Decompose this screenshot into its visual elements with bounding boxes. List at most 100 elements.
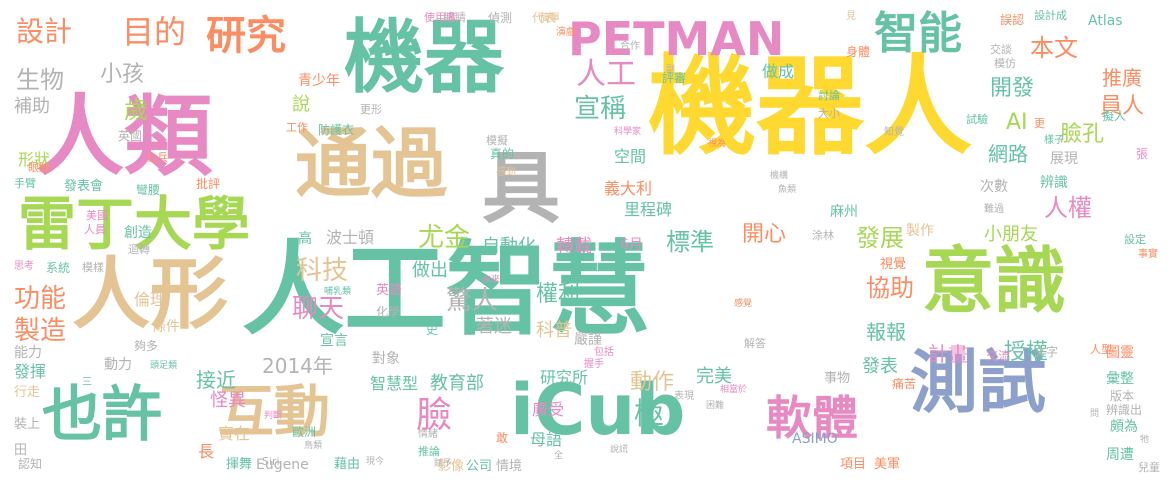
word: 設定 (1124, 233, 1146, 246)
word: 痛苦 (892, 377, 917, 391)
word: 知覺 (884, 127, 904, 138)
word: 更 (1034, 117, 1045, 130)
word: 宣稱 (574, 94, 627, 124)
word: 歐洲 (292, 425, 317, 439)
word: 交談 (990, 43, 1012, 56)
word: 眼臉 (28, 161, 50, 174)
word: 周遭 (1106, 447, 1134, 463)
word: 補助 (14, 96, 50, 117)
word: 英語 (376, 283, 403, 298)
word: 身體 (846, 45, 871, 59)
word: 見 (846, 11, 856, 22)
word: 三 (82, 377, 92, 388)
word: 彙整 (1106, 371, 1134, 387)
word: 涂林 (812, 229, 834, 242)
word: 藉由 (334, 457, 361, 472)
word: 公司 (466, 459, 493, 474)
word: 6月 (620, 237, 643, 253)
word: 具 (482, 144, 561, 234)
word: 科普 (536, 320, 572, 341)
word: 做出 (412, 260, 448, 281)
word: 里程碑 (624, 200, 673, 219)
word: 意識 (922, 239, 1067, 323)
word: 非 (496, 189, 507, 202)
word: 測試 (910, 344, 1047, 423)
word: 教育部 (430, 373, 484, 394)
word: 機構 (770, 171, 789, 181)
word: 次數 (980, 179, 1008, 195)
word: 智慧型 (370, 374, 419, 393)
word: 創造 (124, 225, 152, 241)
word: 士兵 (146, 151, 168, 164)
word: ASIMO (792, 431, 838, 447)
word: 員人 (1100, 94, 1145, 119)
word: 形狀 (18, 150, 51, 169)
word: 難過 (984, 204, 1004, 215)
word: 2014年 (262, 354, 333, 378)
word: 歲 (124, 96, 148, 124)
word: 發揮 (14, 362, 47, 381)
word: 高 (298, 231, 312, 247)
word: 史 (426, 323, 439, 337)
word: 偵測 (488, 11, 513, 25)
word: 美軍 (874, 457, 901, 472)
word: 研究所 (540, 368, 589, 387)
word: 情境 (496, 459, 523, 474)
word: 版本 (1110, 389, 1135, 403)
word: 魚類 (778, 185, 797, 195)
word: 智能 (874, 8, 962, 59)
word: 實在 (218, 424, 251, 443)
word: 製作 (906, 223, 934, 239)
word: 說 (292, 94, 310, 115)
word: 小朋友 (984, 224, 1038, 245)
word: 長 (198, 442, 215, 461)
word: 認知 (18, 457, 43, 471)
word: 能力 (14, 345, 42, 361)
word: 辨識 (1040, 175, 1068, 191)
word: 真的 (490, 147, 515, 161)
word: 雷丁大學 (18, 190, 251, 258)
word: 青少年 (298, 73, 340, 89)
word: 研究 (206, 13, 286, 59)
word: 人類 (36, 85, 213, 188)
word: 試驗 (966, 113, 988, 126)
word: 事物 (824, 371, 851, 386)
word: 牠 (1140, 435, 1150, 445)
word: 現今 (366, 457, 385, 467)
word: 怪異 (210, 390, 246, 411)
word: 宣言 (320, 333, 348, 349)
word: 波士頓 (326, 228, 375, 247)
word: 賦予 (434, 459, 453, 469)
word: 視為 (708, 139, 727, 149)
word: 極 (634, 397, 664, 432)
word: 廣受 (532, 400, 565, 419)
word: 機器 (344, 11, 504, 104)
word: 困難 (706, 401, 725, 411)
word: 副 (666, 65, 676, 75)
word: 工作 (286, 121, 308, 134)
word: 項目 (840, 457, 867, 472)
word: 說謊 (610, 445, 629, 455)
word: 敢 (496, 431, 509, 445)
word: 人工智慧 (242, 231, 650, 350)
word: 人形 (72, 250, 229, 340)
word: 尤金 (418, 223, 471, 253)
word: 握手 (584, 359, 604, 370)
word: 模仿 (994, 57, 1016, 70)
word: AI (1006, 110, 1028, 135)
word: 目的 (122, 13, 187, 51)
word: 母語 (530, 430, 563, 449)
word: Eugene (256, 457, 309, 473)
word: 科學家 (614, 127, 642, 137)
word: 設計成 (1034, 9, 1067, 22)
word: 對象 (372, 351, 400, 367)
word: 感到 (496, 167, 516, 178)
word: 開發 (990, 76, 1035, 101)
word: 誤認 (1000, 13, 1025, 27)
word: 自動化 (482, 236, 536, 257)
word: 兒童 (1138, 461, 1160, 474)
word: 報報 (866, 320, 906, 344)
word: 接近 (196, 368, 236, 392)
word: 機器人 (648, 45, 973, 170)
